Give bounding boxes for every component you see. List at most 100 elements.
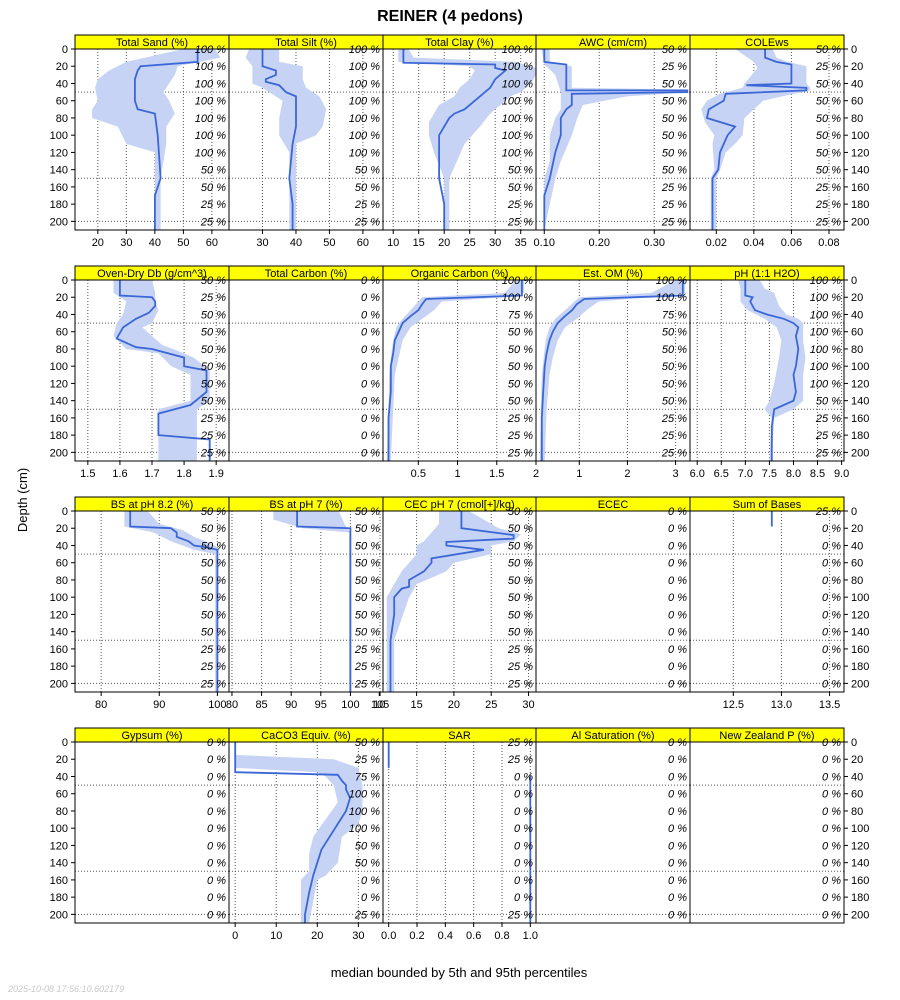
panel-label: Est. OM (%)	[583, 268, 643, 280]
panel-label: Sum of Bases	[733, 499, 802, 511]
data-label: 25 %	[661, 216, 687, 228]
data-label: 0 %	[207, 875, 226, 887]
timestamp: 2025-10-08 17:56:10.602179	[7, 984, 124, 994]
data-label: 50 %	[662, 344, 687, 356]
data-label: 50 %	[355, 523, 380, 535]
median-line	[543, 49, 689, 230]
data-label: 75 %	[662, 309, 687, 321]
data-label: 50 %	[508, 182, 533, 194]
y-tick-label: 140	[851, 396, 869, 408]
y-tick-label: 120	[851, 378, 869, 390]
panel-4: COLEws 50 % 25 % 50 % 50 % 50 % 50 % 50 % 50 % 25…	[689, 34, 869, 249]
percentile-band	[273, 511, 351, 692]
panel-0: Total Sand (%) 100 % 100 % 100 % 100 % 100 % 1…	[50, 34, 230, 249]
x-tick-label: 12.5	[723, 699, 744, 711]
x-tick-label: 95	[315, 699, 327, 711]
y-tick-label: 80	[56, 575, 68, 587]
data-label: 25 %	[507, 661, 533, 673]
y-tick-label: 60	[56, 96, 68, 108]
data-label: 50 %	[662, 96, 687, 108]
panel-label: BS at pH 7 (%)	[269, 499, 342, 511]
y-tick-label: 160	[851, 182, 869, 194]
data-label: 100 %	[195, 61, 226, 73]
data-label: 50 %	[508, 327, 533, 339]
x-tick-label: 80	[226, 699, 238, 711]
data-label: 50 %	[201, 165, 226, 177]
data-label: 0 %	[668, 858, 687, 870]
percentile-band	[245, 49, 327, 230]
median-line	[402, 49, 508, 230]
percentile-band	[113, 280, 210, 461]
data-label: 100 %	[810, 378, 841, 390]
data-label: 50 %	[816, 44, 841, 56]
data-label: 100 %	[349, 78, 380, 90]
y-tick-label: 80	[851, 575, 863, 587]
data-label: 50 %	[662, 44, 687, 56]
y-tick-label: 180	[50, 661, 68, 673]
data-label: 100 %	[502, 113, 533, 125]
data-label: 0 %	[822, 875, 841, 887]
data-label: 25 %	[507, 413, 533, 425]
panel-label: BS at pH 8.2 (%)	[111, 499, 194, 511]
data-label: 25 %	[507, 199, 533, 211]
y-tick-label: 100	[50, 130, 68, 142]
y-tick-label: 40	[56, 540, 68, 552]
x-tick-label: 10	[373, 699, 385, 711]
data-label: 0 %	[207, 840, 226, 852]
y-tick-label: 0	[851, 44, 857, 56]
data-label: 50 %	[508, 378, 533, 390]
data-label: 50 %	[662, 113, 687, 125]
data-label: 0 %	[514, 892, 533, 904]
data-label: 0 %	[822, 678, 841, 690]
data-label: 25 %	[354, 678, 380, 690]
x-tick-label: 0.30	[644, 237, 665, 249]
y-tick-label: 80	[851, 344, 863, 356]
panel-13: ECEC 0 % 0 % 0 % 0 % 0 % 0 % 0 % 0 % 0 % 0 % 0 %	[535, 496, 691, 693]
data-label: 0 %	[822, 909, 841, 921]
y-tick-label: 80	[851, 113, 863, 125]
y-tick-label: 20	[851, 523, 863, 535]
panel-3: AWC (cm/cm) 50 % 25 % 50 % 50 % 50 % 50 % 50 % 5…	[534, 34, 691, 249]
data-label: 50 %	[662, 165, 687, 177]
data-label: 50 %	[355, 592, 380, 604]
y-tick-label: 20	[851, 61, 863, 73]
x-tick-label: 100	[208, 699, 226, 711]
panel-frame	[689, 741, 845, 924]
data-label: 25 %	[354, 216, 380, 228]
data-label: 50 %	[355, 558, 380, 570]
y-tick-label: 180	[50, 199, 68, 211]
y-tick-label: 180	[851, 892, 869, 904]
panel-8: Est. OM (%) 100 % 100 % 75 % 50 % 50 % 50 % 50 …	[535, 265, 691, 480]
data-label: 50 %	[662, 361, 687, 373]
data-label: 50 %	[201, 609, 226, 621]
x-tick-label: 1.5	[80, 468, 95, 480]
data-label: 50 %	[662, 147, 687, 159]
data-label: 50 %	[201, 558, 226, 570]
data-label: 50 %	[508, 627, 533, 639]
data-label: 25 %	[200, 199, 226, 211]
data-label: 50 %	[201, 361, 226, 373]
panel-label: Total Clay (%)	[425, 37, 493, 49]
x-tick-label: 25	[485, 699, 497, 711]
data-label: 25 %	[661, 61, 687, 73]
x-tick-label: 9.0	[834, 468, 849, 480]
data-label: 50 %	[508, 523, 533, 535]
data-label: 0 %	[207, 789, 226, 801]
data-label: 50 %	[508, 506, 533, 518]
y-tick-label: 120	[50, 378, 68, 390]
data-label: 0 %	[822, 754, 841, 766]
data-label: 100 %	[810, 275, 841, 287]
data-label: 50 %	[662, 78, 687, 90]
data-label: 0 %	[668, 892, 687, 904]
data-label: 0 %	[668, 644, 687, 656]
data-label: 50 %	[355, 858, 380, 870]
data-label: 50 %	[508, 592, 533, 604]
panel-label: New Zealand P (%)	[719, 730, 814, 742]
data-label: 100 %	[349, 147, 380, 159]
y-tick-label: 120	[851, 609, 869, 621]
x-tick-label: 20	[311, 930, 323, 942]
data-label: 50 %	[816, 130, 841, 142]
y-tick-label: 0	[62, 737, 68, 749]
y-tick-label: 20	[851, 754, 863, 766]
x-tick-label: 7.0	[738, 468, 753, 480]
